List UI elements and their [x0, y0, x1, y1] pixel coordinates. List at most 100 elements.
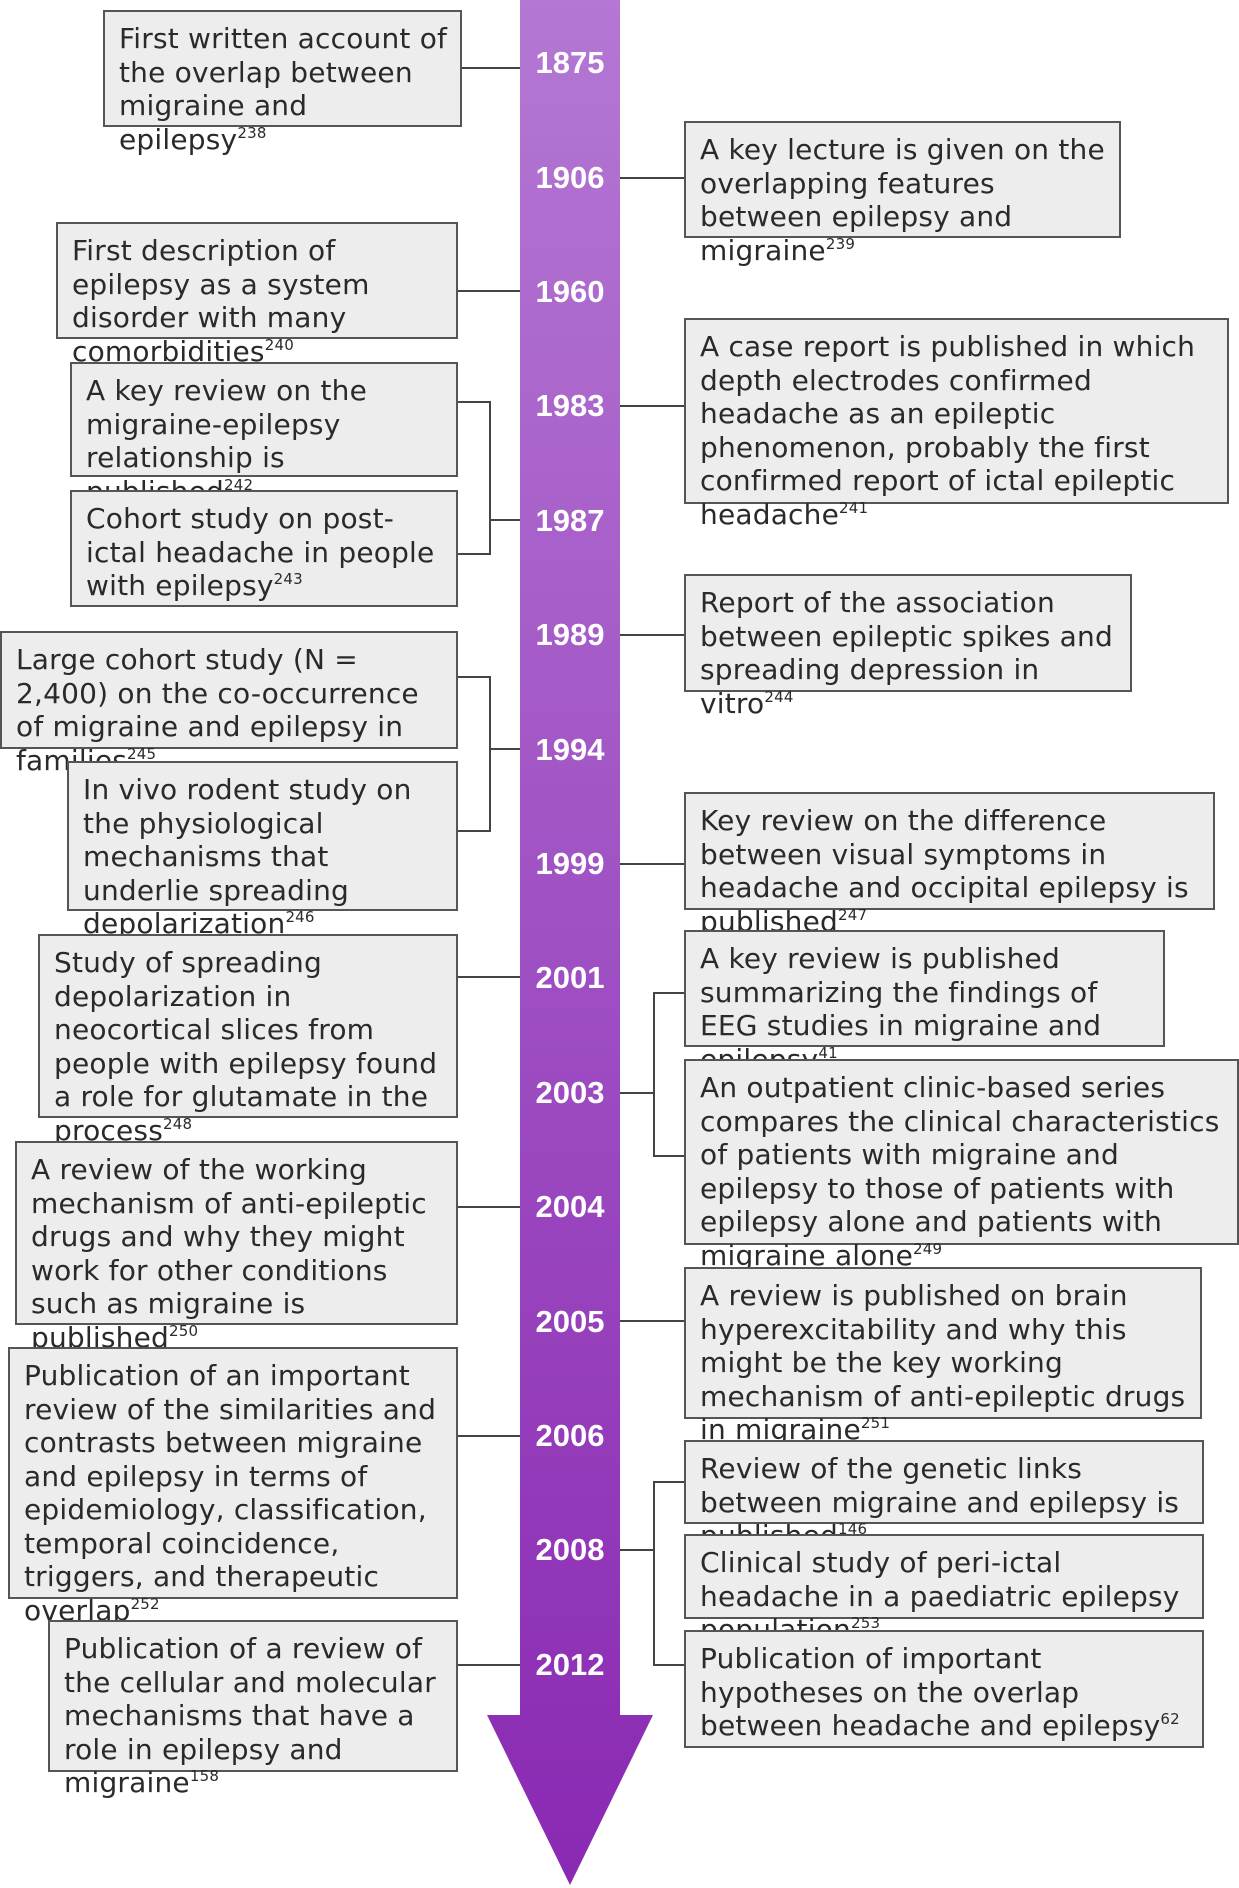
connector-line [620, 634, 684, 636]
event-reference: 245 [127, 744, 157, 763]
year-label: 1906 [535, 160, 605, 195]
year-label: 2003 [535, 1075, 605, 1110]
year-label: 1983 [535, 388, 605, 423]
connector-line [458, 1206, 520, 1208]
connector-line [458, 976, 520, 978]
event-text: Publication of important hypotheses on t… [700, 1642, 1161, 1742]
event-reference: 241 [839, 498, 869, 517]
event-text: Large cohort study (N = 2,400) on the co… [16, 643, 419, 777]
event-box-1906: A key lecture is given on the overlappin… [684, 121, 1121, 267]
connector-line [458, 290, 520, 292]
event-reference: 158 [189, 1767, 220, 1785]
event-text: First written account of the overlap bet… [119, 22, 448, 156]
event-text: Study of spreading depolarization in neo… [54, 946, 438, 1147]
event-box-1994-bottom: In vivo rodent study on the physiologica… [67, 761, 458, 940]
event-box-1983-left: A key review on the migraine-epilepsy re… [70, 362, 458, 508]
connector-line [654, 1664, 684, 1666]
year-label: 1994 [535, 732, 605, 767]
connector-line [458, 553, 490, 555]
event-box-1960: First description of epilepsy as a syste… [56, 222, 458, 368]
connector-line [620, 1092, 654, 1094]
event-reference: 240 [264, 335, 294, 354]
event-box-1987: Cohort study on post-ictal headache in p… [70, 490, 458, 607]
connector-line [620, 1549, 654, 1551]
event-text: A case report is published in which dept… [700, 330, 1196, 531]
event-text: Report of the association between epilep… [700, 586, 1113, 720]
event-reference: 249 [913, 1239, 943, 1258]
year-label: 2001 [535, 960, 605, 995]
event-reference: 244 [764, 687, 794, 706]
connector-line [654, 992, 684, 994]
event-box-1989: Report of the association between epilep… [684, 574, 1132, 720]
event-reference: 243 [273, 570, 303, 588]
event-box-2012: Publication of a review of the cellular … [48, 1620, 458, 1799]
event-reference: 62 [1160, 1710, 1180, 1728]
event-box-2008: Clinical study of peri-ictal headache in… [684, 1534, 1204, 1646]
connector-line [620, 863, 684, 865]
year-label: 1989 [535, 617, 605, 652]
event-box-1999: Key review on the difference between vis… [684, 792, 1215, 938]
event-box-2001-right: A key review is published summarizing th… [684, 930, 1165, 1076]
event-reference: 247 [838, 905, 868, 924]
event-box-1994-top: Large cohort study (N = 2,400) on the co… [0, 631, 458, 777]
event-reference: 252 [130, 1594, 160, 1613]
event-text: A key review on the migraine-epilepsy re… [86, 374, 367, 508]
year-label: 2006 [535, 1418, 605, 1453]
event-box-2012-right: Publication of important hypotheses on t… [684, 1630, 1204, 1748]
connector-line [653, 1481, 655, 1666]
connector-line [462, 67, 520, 69]
connector-line [489, 519, 520, 521]
connector-line [458, 830, 490, 832]
event-reference: 251 [860, 1414, 891, 1432]
connector-line [620, 1320, 684, 1322]
event-reference: 41 [818, 1043, 838, 1062]
year-label: 2012 [535, 1647, 605, 1682]
event-text: Publication of a review of the cellular … [64, 1632, 436, 1799]
event-reference: 242 [224, 475, 254, 494]
year-label: 1999 [535, 846, 605, 881]
year-label: 2008 [535, 1532, 605, 1567]
year-label: 2004 [535, 1189, 605, 1224]
year-label: 1875 [535, 45, 605, 80]
event-reference: 250 [169, 1321, 199, 1340]
connector-line [458, 401, 490, 403]
event-text: Publication of an important review of th… [24, 1359, 437, 1627]
event-box-1875: First written account of the overlap bet… [103, 10, 462, 156]
event-reference: 238 [237, 123, 267, 142]
event-text: A review of the working mechanism of ant… [31, 1153, 427, 1354]
event-text: A review is published on brain hyperexci… [700, 1279, 1186, 1446]
event-text: A key lecture is given on the overlappin… [700, 133, 1105, 267]
year-label: 1987 [535, 503, 605, 538]
event-text: Cohort study on post-ictal headache in p… [86, 502, 435, 602]
event-reference: 146 [838, 1520, 868, 1538]
year-label: 2005 [535, 1304, 605, 1339]
connector-line [458, 1664, 520, 1666]
event-box-2001: Study of spreading depolarization in neo… [38, 934, 458, 1147]
event-box-2006: Publication of an important review of th… [8, 1347, 458, 1627]
connector-line [489, 401, 491, 555]
event-reference: 253 [851, 1614, 881, 1632]
event-box-2003: An outpatient clinic-based series compar… [684, 1059, 1239, 1272]
connector-line [458, 676, 490, 678]
connector-line [654, 1155, 684, 1157]
connector-line [653, 992, 655, 1157]
connector-line [458, 1435, 520, 1437]
event-text: An outpatient clinic-based series compar… [700, 1071, 1220, 1272]
connector-line [620, 405, 684, 407]
year-label: 1960 [535, 274, 605, 309]
event-box-2005: A review is published on brain hyperexci… [684, 1267, 1202, 1446]
connector-line [620, 177, 684, 179]
connector-line [654, 1481, 684, 1483]
connector-line [489, 748, 520, 750]
event-reference: 239 [825, 234, 856, 253]
event-text: Key review on the difference between vis… [700, 804, 1189, 938]
event-box-1983-right: A case report is published in which dept… [684, 318, 1229, 531]
timeline-arrow-shape [487, 0, 653, 1885]
event-reference: 246 [285, 908, 315, 926]
event-box-2004: A review of the working mechanism of ant… [15, 1141, 458, 1354]
connector-line [489, 676, 491, 832]
event-box-2006-right: Review of the genetic links between migr… [684, 1440, 1204, 1552]
event-reference: 248 [163, 1114, 193, 1133]
